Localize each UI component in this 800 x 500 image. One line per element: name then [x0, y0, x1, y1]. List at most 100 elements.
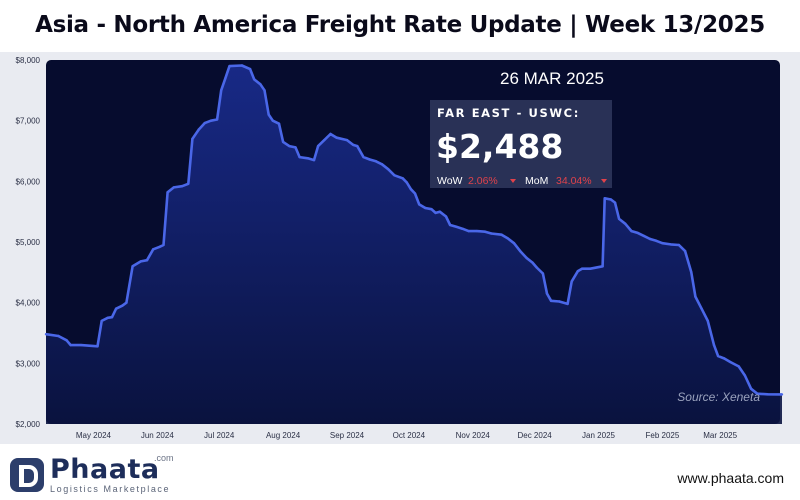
data-point [609, 198, 613, 201]
data-point [690, 271, 693, 274]
data-point [669, 243, 672, 246]
data-point [683, 249, 687, 253]
wow-down-arrow-icon [510, 179, 516, 183]
data-point [335, 136, 338, 139]
data-point [267, 113, 270, 116]
data-point [541, 272, 545, 275]
data-point [88, 344, 91, 347]
data-point [240, 64, 244, 67]
data-point [158, 245, 161, 249]
x-tick-label: Feb 2025 [646, 431, 680, 440]
data-point [263, 89, 266, 92]
data-point [79, 343, 83, 347]
source-note: Source: Xeneta [677, 390, 760, 404]
data-point [413, 192, 417, 195]
data-point [624, 222, 627, 225]
data-point [519, 249, 522, 253]
data-point [661, 242, 664, 245]
data-point [96, 345, 99, 348]
logo-tld: .com [154, 453, 174, 463]
data-point [224, 77, 227, 80]
data-point [576, 269, 580, 273]
data-point [356, 144, 359, 148]
data-point [187, 182, 190, 185]
data-point [65, 339, 68, 342]
data-point [259, 83, 262, 86]
data-point [525, 256, 528, 259]
data-point [114, 307, 118, 310]
data-point [630, 229, 633, 233]
data-point [145, 259, 149, 262]
data-point [490, 232, 493, 235]
data-point [387, 168, 390, 171]
page-title: Asia - North America Freight Rate Update… [35, 12, 765, 38]
y-tick-label: $5,000 [16, 238, 41, 247]
data-point [549, 299, 553, 302]
logo-tagline: Logistics Marketplace [50, 484, 171, 494]
info-box [430, 100, 612, 188]
data-point [743, 374, 747, 377]
data-point [131, 265, 134, 268]
data-point [455, 225, 458, 228]
data-point [617, 217, 621, 221]
x-tick-label: Nov 2024 [456, 431, 491, 440]
data-point [780, 393, 784, 396]
data-point [483, 230, 487, 233]
mom-down-arrow-icon [601, 179, 607, 183]
data-point [409, 188, 413, 191]
y-tick-label: $3,000 [16, 359, 41, 368]
data-point [418, 203, 421, 206]
mom-value: 34.04% [556, 175, 592, 187]
data-point [558, 300, 561, 303]
data-point [749, 387, 753, 390]
data-point [729, 360, 732, 364]
data-point [694, 295, 697, 298]
data-point [125, 301, 128, 304]
data-point [756, 392, 759, 395]
website-link[interactable]: www.phaata.com [677, 470, 784, 486]
data-point [448, 223, 452, 227]
data-point [716, 354, 720, 358]
data-point [642, 234, 646, 238]
data-point [288, 144, 291, 148]
mom-label: MoM [525, 175, 548, 187]
data-point [277, 122, 281, 125]
data-point [323, 138, 326, 142]
rate-area-fill [46, 65, 782, 424]
data-point [589, 267, 592, 270]
data-point [636, 231, 639, 235]
data-point [316, 144, 320, 148]
data-point [180, 185, 184, 188]
x-tick-label: Mar 2025 [703, 431, 737, 440]
data-point [444, 215, 448, 218]
data-point [380, 163, 384, 166]
data-point [197, 128, 200, 131]
data-point [712, 343, 716, 347]
data-point [737, 365, 740, 368]
data-point [374, 160, 378, 163]
data-point [601, 265, 604, 268]
data-point [401, 177, 404, 180]
data-point [613, 201, 617, 204]
data-point [766, 393, 769, 396]
data-point [57, 334, 60, 338]
data-point [430, 208, 433, 211]
data-point [424, 206, 427, 210]
y-tick-label: $4,000 [16, 299, 41, 308]
data-point [723, 357, 726, 360]
info-price: $2,488 [436, 127, 563, 166]
data-point [467, 229, 470, 233]
info-date: 26 MAR 2025 [500, 69, 604, 88]
data-point [500, 233, 503, 236]
x-tick-label: Aug 2024 [266, 431, 301, 440]
data-point [281, 140, 285, 144]
data-point [570, 280, 573, 283]
data-point [306, 157, 309, 160]
phaata-logo[interactable]: Phaata .com Logistics Marketplace [10, 453, 174, 495]
x-tick-label: Jun 2024 [141, 431, 174, 440]
data-point [700, 307, 703, 310]
data-point [44, 333, 48, 336]
y-tick-label: $2,000 [16, 420, 41, 429]
wow-value: 2.06% [468, 175, 498, 187]
data-point [312, 158, 316, 162]
